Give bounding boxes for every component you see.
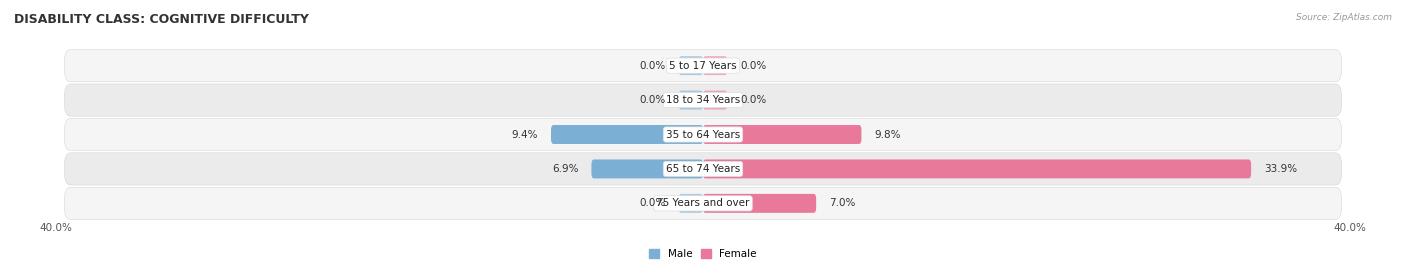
FancyBboxPatch shape — [551, 125, 703, 144]
FancyBboxPatch shape — [703, 56, 727, 75]
FancyBboxPatch shape — [65, 153, 1341, 185]
FancyBboxPatch shape — [65, 49, 1341, 82]
Legend: Male, Female: Male, Female — [645, 245, 761, 264]
Text: 0.0%: 0.0% — [640, 198, 666, 208]
Text: 9.4%: 9.4% — [512, 129, 538, 140]
Text: 35 to 64 Years: 35 to 64 Years — [666, 129, 740, 140]
FancyBboxPatch shape — [65, 118, 1341, 151]
FancyBboxPatch shape — [679, 56, 703, 75]
Text: 5 to 17 Years: 5 to 17 Years — [669, 61, 737, 71]
FancyBboxPatch shape — [703, 91, 727, 109]
FancyBboxPatch shape — [65, 84, 1341, 116]
Text: 6.9%: 6.9% — [553, 164, 578, 174]
Text: 0.0%: 0.0% — [740, 95, 766, 105]
Text: 33.9%: 33.9% — [1264, 164, 1298, 174]
FancyBboxPatch shape — [703, 125, 862, 144]
Text: 9.8%: 9.8% — [875, 129, 901, 140]
FancyBboxPatch shape — [679, 194, 703, 213]
Text: 7.0%: 7.0% — [830, 198, 855, 208]
Text: 0.0%: 0.0% — [640, 61, 666, 71]
Text: 65 to 74 Years: 65 to 74 Years — [666, 164, 740, 174]
Text: 0.0%: 0.0% — [740, 61, 766, 71]
FancyBboxPatch shape — [65, 187, 1341, 220]
FancyBboxPatch shape — [703, 160, 1251, 178]
Text: 75 Years and over: 75 Years and over — [657, 198, 749, 208]
FancyBboxPatch shape — [679, 91, 703, 109]
Text: 0.0%: 0.0% — [640, 95, 666, 105]
FancyBboxPatch shape — [592, 160, 703, 178]
FancyBboxPatch shape — [703, 194, 815, 213]
Text: DISABILITY CLASS: COGNITIVE DIFFICULTY: DISABILITY CLASS: COGNITIVE DIFFICULTY — [14, 13, 309, 26]
Text: Source: ZipAtlas.com: Source: ZipAtlas.com — [1296, 13, 1392, 22]
Text: 18 to 34 Years: 18 to 34 Years — [666, 95, 740, 105]
